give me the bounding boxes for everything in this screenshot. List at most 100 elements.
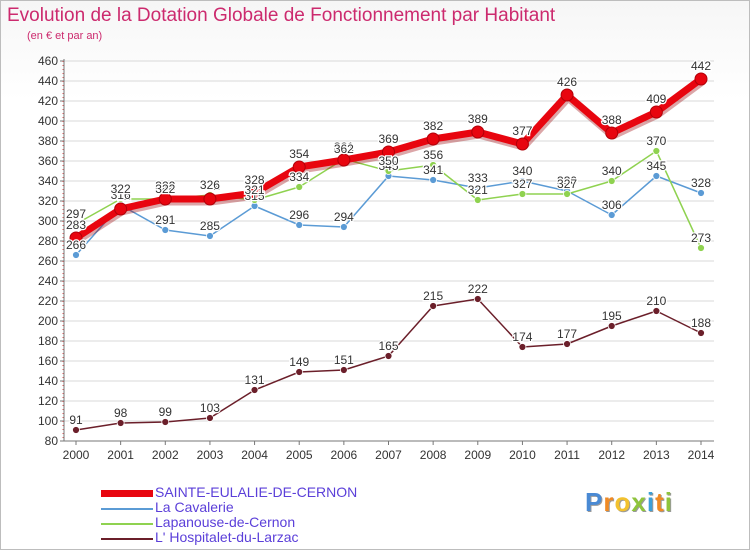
data-point: [429, 161, 438, 169]
data-label: 333: [468, 171, 488, 185]
data-label: 195: [602, 309, 622, 323]
x-tick-label-2014: 2014: [688, 448, 715, 462]
x-tick-label-2002: 2002: [152, 448, 179, 462]
logo-letter: o: [614, 487, 632, 517]
data-point: [250, 386, 259, 394]
data-point: [563, 340, 571, 348]
data-label: 321: [468, 183, 488, 197]
data-point: [114, 202, 128, 216]
data-point: [429, 302, 438, 310]
data-label: 306: [602, 198, 622, 212]
data-label: 285: [200, 219, 220, 233]
x-tick-label-2009: 2009: [464, 448, 491, 462]
y-tick-label: 160: [38, 354, 58, 368]
y-tick-label: 400: [38, 114, 58, 128]
data-point: [295, 368, 304, 376]
data-label: 321: [245, 183, 265, 197]
data-point: [116, 419, 125, 427]
data-label: 222: [468, 282, 488, 296]
data-label: 334: [289, 170, 309, 184]
legend-swatch: [101, 508, 153, 510]
data-label: 327: [512, 177, 532, 191]
data-point: [292, 160, 306, 174]
y-tick-label: 460: [38, 54, 58, 68]
x-tick-label-2006: 2006: [331, 448, 358, 462]
data-point: [206, 232, 214, 240]
data-label: 315: [245, 189, 265, 203]
data-label: 131: [245, 373, 265, 387]
data-point: [518, 190, 527, 198]
data-point: [605, 126, 619, 140]
data-label: 151: [334, 353, 354, 367]
data-point: [384, 167, 393, 175]
data-point: [339, 366, 348, 374]
data-point: [694, 72, 708, 86]
data-point: [473, 295, 482, 303]
logo-letter: t: [655, 487, 665, 517]
y-tick-label: 220: [38, 294, 58, 308]
data-label: 316: [111, 188, 131, 202]
chart-title: Evolution de la Dotation Globale de Fonc…: [7, 5, 556, 26]
data-point: [697, 329, 705, 337]
logo-letter: x: [631, 487, 647, 517]
data-point: [72, 426, 80, 434]
proxiti-logo: Proxiti: [585, 487, 673, 518]
data-point: [560, 88, 574, 102]
data-point: [515, 137, 529, 151]
data-label: 345: [378, 159, 398, 173]
data-point: [72, 251, 80, 259]
data-label: 362: [334, 142, 354, 156]
y-tick-label: 360: [38, 154, 58, 168]
data-point: [69, 231, 83, 245]
data-label: 322: [200, 179, 220, 193]
data-point: [339, 223, 348, 231]
x-tick-label-2013: 2013: [643, 448, 670, 462]
data-label: 296: [289, 208, 309, 222]
data-point: [518, 177, 527, 185]
data-label: 330: [557, 174, 577, 188]
data-label: 377: [512, 124, 532, 138]
y-tick-label: 320: [38, 194, 58, 208]
x-tick-label-2012: 2012: [598, 448, 625, 462]
data-label: 215: [423, 289, 443, 303]
data-point: [697, 244, 705, 252]
data-point: [471, 125, 485, 139]
data-point: [384, 352, 393, 360]
data-point: [206, 414, 214, 422]
logo-letter: i: [646, 487, 656, 517]
data-label: 326: [200, 178, 220, 192]
data-label: 165: [378, 339, 398, 353]
y-tick-label: 120: [38, 394, 58, 408]
y-tick-label: 300: [38, 214, 58, 228]
data-label: 98: [114, 406, 128, 420]
y-tick-label: 200: [38, 314, 58, 328]
data-label: 322: [155, 182, 175, 196]
data-label: 312: [111, 189, 131, 203]
data-point: [607, 322, 616, 330]
x-tick-label-2007: 2007: [375, 448, 402, 462]
legend: SAINTE-EULALIE-DE-CERNON La Cavalerie Lapa…: [101, 484, 361, 548]
data-label: 361: [334, 140, 354, 154]
data-point: [649, 105, 663, 119]
x-tick-label-2001: 2001: [107, 448, 134, 462]
data-label: 210: [646, 294, 666, 308]
data-label: 370: [646, 134, 666, 148]
data-label: 99: [159, 405, 173, 419]
x-tick-label-2010: 2010: [509, 448, 536, 462]
data-label: 389: [468, 112, 488, 126]
legend-swatch: [101, 538, 153, 540]
data-label: 283: [66, 218, 86, 232]
y-tick-label: 240: [38, 274, 58, 288]
data-point: [158, 192, 172, 206]
data-label: 273: [691, 231, 711, 245]
data-label: 266: [66, 238, 86, 252]
x-tick-label-2005: 2005: [286, 448, 313, 462]
y-tick-label: 80: [45, 434, 59, 448]
y-tick-label: 340: [38, 174, 58, 188]
legend-label: L' Hospitalet-du-Larzac: [155, 529, 299, 545]
data-label: 297: [66, 207, 86, 221]
legend-label: Lapanouse-de-Cernon: [155, 514, 296, 530]
x-tick-label-2004: 2004: [241, 448, 268, 462]
x-tick-label-2000: 2000: [63, 448, 90, 462]
